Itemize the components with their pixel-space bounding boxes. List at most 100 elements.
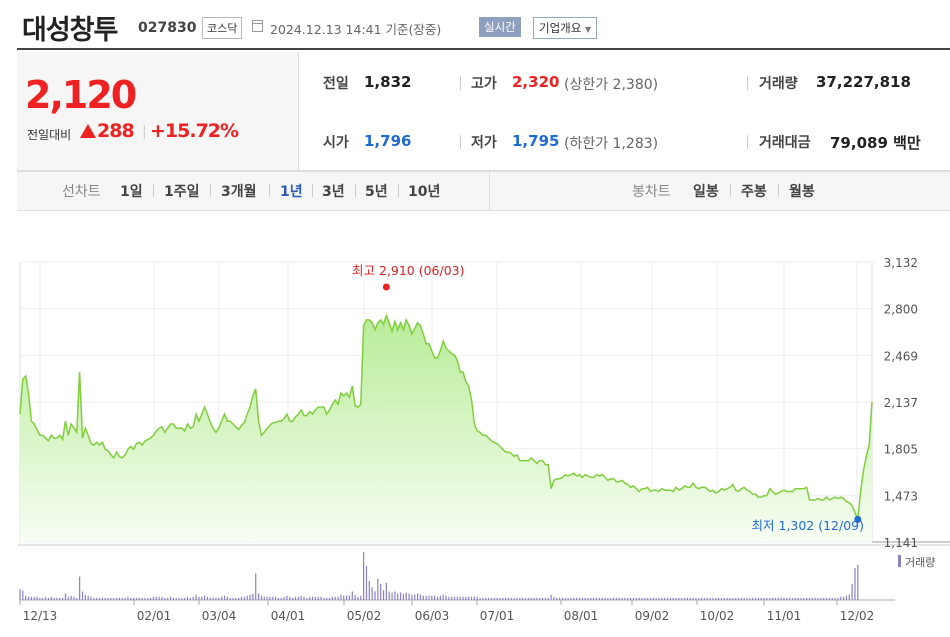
period-1d[interactable]: 1일 bbox=[120, 184, 143, 200]
period-weekly-candle[interactable]: 주봉 bbox=[741, 184, 767, 200]
volume-bar bbox=[113, 597, 115, 600]
volume-bar bbox=[215, 597, 217, 600]
lower-limit: (하한가 1,283) bbox=[564, 136, 659, 152]
volume-bar bbox=[465, 596, 467, 600]
volume-bar bbox=[331, 596, 333, 600]
volume-bar bbox=[147, 597, 149, 600]
realtime-button[interactable]: 실시간 bbox=[479, 17, 521, 37]
volume-bar bbox=[715, 597, 717, 600]
volume-bar bbox=[448, 596, 450, 600]
volume-bar bbox=[655, 597, 657, 600]
volume-bar bbox=[732, 597, 734, 600]
volume-bar bbox=[189, 597, 191, 600]
period-10y[interactable]: 10년 bbox=[408, 184, 441, 200]
volume-bar bbox=[752, 597, 754, 600]
volume-bar bbox=[272, 596, 274, 600]
amount-label: 거래대금 bbox=[759, 135, 811, 151]
volume-bar bbox=[439, 595, 441, 600]
volume-bar bbox=[814, 597, 816, 600]
volume-bar bbox=[354, 594, 356, 600]
x-tick-label: 06/03 bbox=[415, 609, 450, 623]
volume-bar bbox=[766, 597, 768, 600]
volume-bar bbox=[98, 597, 101, 600]
volume-bar bbox=[851, 584, 853, 600]
volume-bar bbox=[604, 597, 606, 600]
company-overview-dropdown[interactable]: 기업개요 ▼ bbox=[533, 17, 598, 39]
volume-bar bbox=[309, 596, 311, 600]
period-1w[interactable]: 1주일 bbox=[164, 184, 200, 200]
volume-bar bbox=[777, 597, 779, 600]
volume-bar bbox=[127, 596, 129, 600]
min-annotation: 최저 1,302 (12/09) bbox=[751, 518, 864, 533]
volume-bar bbox=[496, 597, 498, 600]
volume-bar bbox=[578, 597, 581, 600]
volume-bar bbox=[772, 597, 774, 600]
volume-bar bbox=[394, 591, 396, 600]
volume-bar bbox=[204, 595, 206, 600]
volume-bar bbox=[595, 597, 598, 600]
volume-bar bbox=[328, 597, 331, 600]
calendar-icon bbox=[252, 20, 263, 32]
volume-bar bbox=[451, 596, 453, 600]
volume-bar bbox=[686, 597, 688, 600]
x-tick-label: 12/02 bbox=[840, 609, 875, 623]
volume-bar bbox=[581, 597, 583, 600]
volume-bar bbox=[283, 596, 285, 600]
x-tick-label: 10/02 bbox=[700, 609, 735, 623]
volume-bar bbox=[539, 597, 541, 600]
volume-bar bbox=[712, 597, 714, 600]
volume-bar bbox=[445, 595, 447, 600]
period-bar-divider bbox=[489, 172, 490, 210]
volume-bar bbox=[232, 597, 234, 600]
period-1y[interactable]: 1년 bbox=[280, 184, 303, 200]
timestamp: 2024.12.13 14:41 기준(장중) bbox=[270, 22, 442, 37]
period-3y[interactable]: 3년 bbox=[322, 184, 345, 200]
volume-bar bbox=[825, 597, 828, 600]
period-3m[interactable]: 3개월 bbox=[221, 184, 257, 200]
volume-bar bbox=[598, 597, 600, 600]
period-daily-candle[interactable]: 일봉 bbox=[693, 184, 719, 200]
change-label: 전일대비 bbox=[27, 128, 72, 142]
volume-bar bbox=[104, 597, 106, 600]
volume-bar bbox=[19, 589, 21, 600]
volume-bar bbox=[621, 597, 623, 600]
volume-bar bbox=[431, 595, 433, 600]
volume-bar bbox=[260, 595, 262, 600]
volume-bar bbox=[172, 597, 174, 600]
volume-bar bbox=[800, 597, 802, 600]
volume-bar bbox=[675, 597, 677, 600]
volume-bar bbox=[377, 578, 379, 600]
volume-bar bbox=[380, 584, 382, 600]
price-chart[interactable]: 3,132 2,800 2,469 2,137 1,805 1,473 1,141 12/1… bbox=[0, 240, 950, 637]
volume-bar bbox=[121, 597, 123, 600]
candle-chart-label: 봉차트 bbox=[632, 184, 671, 200]
volume-bar bbox=[817, 597, 819, 600]
period-separator bbox=[730, 184, 731, 197]
volume-bar bbox=[39, 597, 41, 600]
volume-bar bbox=[573, 597, 575, 600]
period-monthly-candle[interactable]: 월봉 bbox=[789, 184, 815, 200]
volume-bar bbox=[593, 597, 595, 600]
volume-bar bbox=[385, 582, 387, 600]
volume-bar bbox=[641, 597, 643, 600]
volume-bar bbox=[93, 597, 95, 600]
volume-bar bbox=[689, 597, 691, 600]
volume-bar bbox=[44, 596, 47, 600]
volume-bar bbox=[405, 592, 407, 600]
volume-bar bbox=[837, 597, 839, 600]
volume-bar bbox=[397, 593, 399, 600]
volume-bar bbox=[425, 595, 427, 600]
volume-bar bbox=[101, 597, 103, 600]
volume-bar bbox=[627, 597, 629, 600]
volume-bar bbox=[769, 597, 771, 600]
volume-bar bbox=[726, 597, 728, 600]
volume-bar bbox=[56, 597, 58, 600]
volume-bar bbox=[110, 597, 112, 600]
volume-bar bbox=[544, 597, 546, 600]
volume-bar bbox=[499, 597, 501, 600]
volume-bar bbox=[436, 596, 439, 600]
period-separator bbox=[269, 184, 270, 197]
period-5y[interactable]: 5년 bbox=[365, 184, 388, 200]
volume-bar bbox=[490, 597, 493, 600]
volume-bar bbox=[53, 597, 55, 600]
